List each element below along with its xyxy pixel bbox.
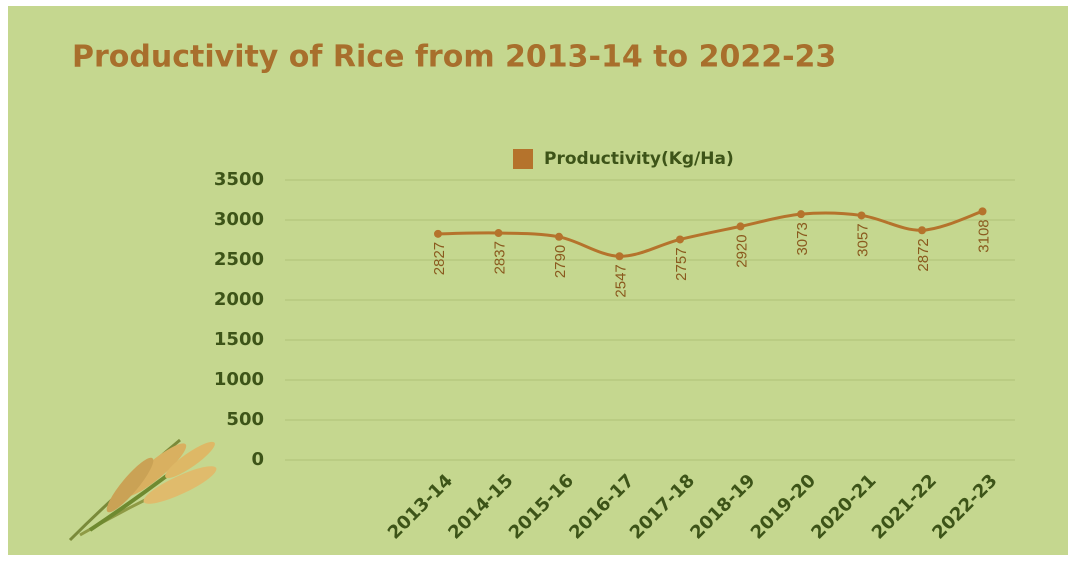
point [736, 222, 745, 231]
y-tick-label: 3000 [214, 209, 264, 230]
y-tick-label: 500 [226, 409, 264, 430]
value-label: 3073 [794, 222, 811, 255]
value-label: 2757 [673, 247, 690, 280]
legend-swatch [513, 149, 533, 169]
value-label: 2547 [612, 264, 629, 297]
value-label: 3108 [975, 219, 992, 252]
point [978, 207, 987, 216]
y-tick-label: 3500 [214, 169, 264, 190]
value-label: 2827 [431, 242, 448, 275]
value-label: 2790 [552, 245, 569, 278]
point [797, 210, 805, 219]
value-label: 2872 [915, 238, 932, 271]
value-label: 2920 [733, 234, 750, 267]
point [615, 252, 624, 261]
series-line [437, 209, 983, 258]
point [555, 232, 563, 241]
legend-label: Productivity(Kg/Ha) [544, 149, 734, 169]
y-tick-label: 0 [251, 449, 264, 470]
point [494, 229, 503, 238]
y-tick-label: 1500 [214, 329, 264, 350]
point [857, 211, 866, 220]
point [918, 226, 926, 235]
y-tick-label: 1000 [214, 369, 264, 390]
chart-title: Productivity of Rice from 2013-14 to 202… [72, 40, 836, 75]
y-tick-label: 2500 [214, 249, 264, 270]
value-label: 3057 [854, 223, 871, 256]
point [434, 229, 442, 238]
value-label: 2837 [491, 241, 508, 274]
y-tick-label: 2000 [214, 289, 264, 310]
rice-illustration [68, 438, 217, 542]
point [676, 235, 684, 244]
